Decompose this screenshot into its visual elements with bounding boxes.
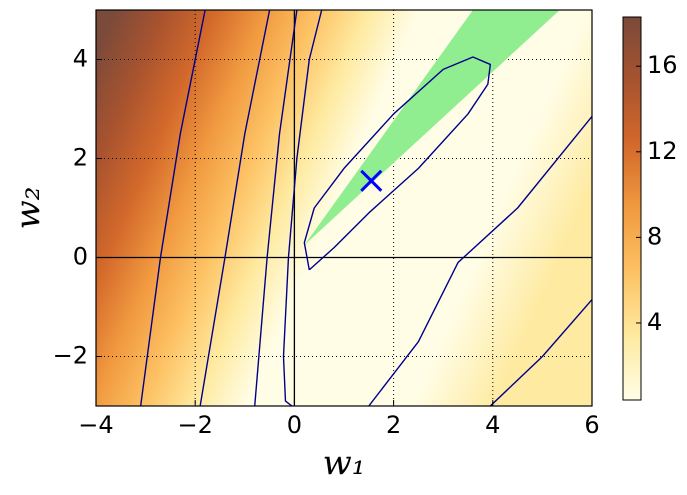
overlay: −4 −2 0 2 4 6 −2 0 2 4 4 8 12 16: [53, 9, 678, 439]
colorbar-tick-label: 12: [647, 137, 678, 165]
y-tick-label: −2: [53, 342, 88, 370]
contour-line: [282, 10, 323, 406]
contour-line: [139, 10, 206, 406]
region: [304, 10, 560, 246]
y-tick-label: 0: [73, 243, 88, 271]
x-tick-label: −4: [78, 411, 113, 439]
plot-frame: [95, 9, 593, 407]
x-tick-label: 0: [287, 411, 302, 439]
plot-area: [96, 10, 592, 406]
x-tick-label: 2: [386, 411, 401, 439]
colorbar-tick-label: 8: [647, 222, 662, 250]
contour-line: [254, 10, 298, 406]
contour-line: [199, 10, 271, 406]
y-tick-label: 2: [73, 144, 88, 172]
optimum-marker: [360, 169, 383, 192]
contour-line: [303, 56, 492, 271]
contour-line: [489, 299, 592, 406]
x-axis-label: w₁: [323, 443, 366, 483]
colorbar-tick-label: 16: [647, 51, 678, 79]
colorbar-tick-label: 4: [647, 308, 662, 336]
colorbar: [622, 16, 642, 401]
x-tick-label: −2: [178, 411, 213, 439]
x-tick-label: 6: [584, 411, 599, 439]
y-tick-label: 4: [73, 45, 88, 73]
contour-line: [368, 115, 592, 406]
x-tick-label: 4: [485, 411, 500, 439]
y-axis-label: w₂: [8, 187, 48, 230]
